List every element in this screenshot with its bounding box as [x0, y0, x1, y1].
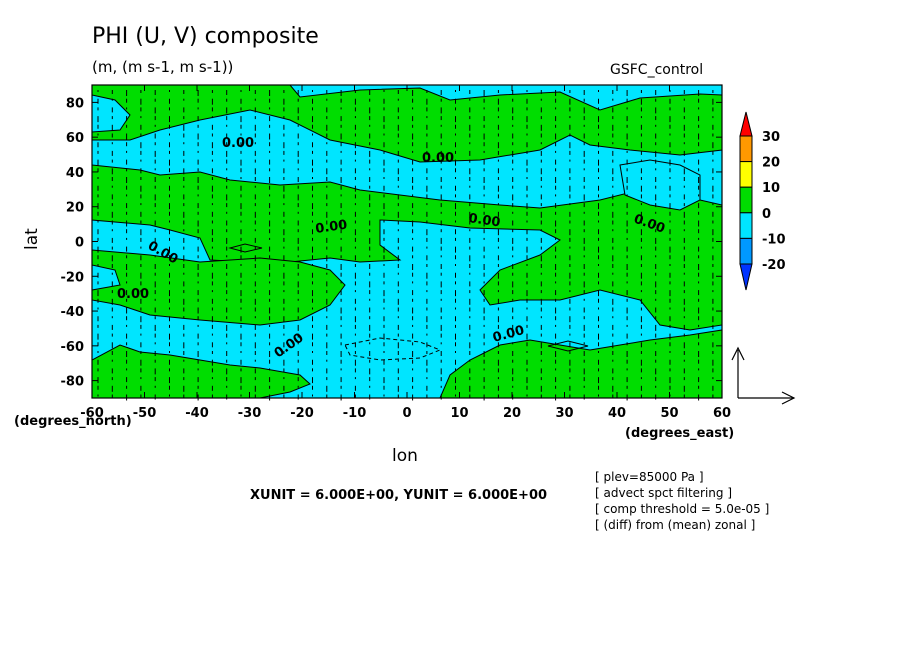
positive-region: [91, 344, 311, 399]
y-tick-label: -20: [61, 270, 85, 285]
x-tick-label: 60: [713, 406, 731, 421]
chart-title: PHI (U, V) composite: [92, 24, 319, 49]
note-line: [ comp threshold = 5.0e-05 ]: [595, 502, 770, 516]
x-tick-label: -20: [290, 406, 314, 421]
contour-value-label: 0.00: [422, 151, 454, 166]
colorbar-label: 10: [762, 181, 780, 196]
colorbar-label: 20: [762, 156, 780, 171]
note-line: [ advect spct filtering ]: [595, 486, 733, 500]
reference-vector: [731, 346, 796, 405]
colorbar-swatch: [739, 237, 753, 265]
colorbar-swatch: [739, 111, 753, 137]
vector-units: XUNIT = 6.000E+00, YUNIT = 6.000E+00: [250, 488, 548, 503]
x-tick-label: 0: [402, 406, 411, 421]
x-tick-label: 50: [660, 406, 678, 421]
x-tick-label: -60: [80, 406, 104, 421]
y-tick-label: 0: [75, 236, 84, 251]
y-axis-units: (degrees_north): [14, 414, 132, 429]
x-tick-label: 30: [555, 406, 573, 421]
y-tick-label: -80: [61, 375, 85, 390]
colorbar: 30 20 10 0 -10 -20: [739, 111, 786, 291]
x-tick-label: -10: [343, 406, 367, 421]
annotation-notes: [ plev=85000 Pa ] [ advect spct filterin…: [595, 469, 769, 533]
colorbar-swatch: [739, 212, 753, 239]
colorbar-label: -10: [762, 232, 786, 247]
contour-value-label: 0.00: [222, 136, 254, 151]
note-line: [ (diff) from (mean) zonal ]: [595, 518, 756, 532]
y-tick-label: 60: [66, 131, 84, 146]
contour-value-label: 0.00: [117, 287, 149, 302]
x-tick-label: -30: [238, 406, 262, 421]
y-tick-label: 40: [66, 166, 84, 181]
x-tick-label: 20: [503, 406, 521, 421]
chart-subtitle: (m, (m s-1, m s-1)): [92, 58, 234, 76]
colorbar-swatch: [739, 161, 753, 188]
x-axis-label: lon: [392, 446, 418, 466]
x-axis-units: (degrees_east): [625, 426, 735, 441]
note-line: [ plev=85000 Pa ]: [595, 470, 704, 484]
x-tick-label: 40: [608, 406, 626, 421]
contour-small: [228, 243, 263, 253]
x-tick-label: -50: [133, 406, 157, 421]
colorbar-swatch: [739, 135, 753, 163]
x-tick-label: -40: [185, 406, 209, 421]
y-tick-label: 80: [66, 96, 84, 111]
contour-dashed: [344, 337, 442, 361]
plot-area: [91, 84, 723, 401]
negative-region: [619, 159, 701, 211]
y-tick-label: -40: [61, 305, 85, 320]
y-tick-label: -60: [61, 340, 85, 355]
colorbar-swatch: [739, 186, 753, 214]
x-tick-label: 10: [450, 406, 468, 421]
contour-value-label: 0.00: [467, 211, 501, 230]
axes: -60 -50 -40 -30 -20 -10 0 10 20 30 40 50 60 80 60 40 20 0…: [61, 85, 731, 421]
contour-value-label: 0.00: [314, 218, 348, 237]
y-tick-label: 20: [66, 201, 84, 216]
contour-small: [547, 340, 589, 352]
colorbar-label: -20: [762, 258, 786, 273]
positive-region: [91, 84, 723, 163]
colorbar-label: 0: [762, 207, 771, 222]
wind-vectors: [97, 90, 714, 401]
run-label: GSFC_control: [610, 62, 704, 78]
colorbar-swatch: [739, 263, 753, 291]
colorbar-label: 30: [762, 130, 780, 145]
